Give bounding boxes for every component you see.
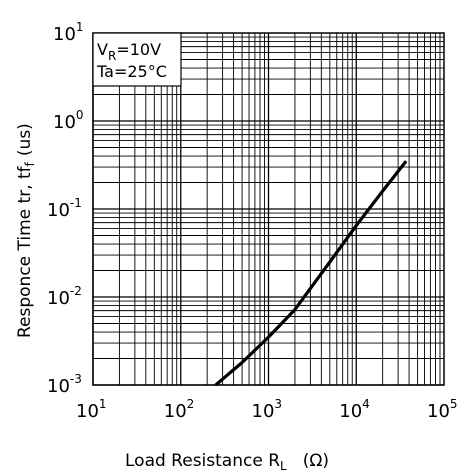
y-tick-label: 10-3	[47, 372, 82, 397]
x-tick-label: 105	[427, 397, 458, 422]
y-axis-label: Responce Time tr, tff(us)	[15, 123, 37, 338]
conditions-box: VR=10V Ta=25°C	[92, 32, 182, 87]
x-tick-labels: 101 102 103 104 105	[76, 397, 458, 422]
plot-frame	[92, 32, 445, 386]
x-tick-label: 104	[339, 397, 370, 422]
y-tick-label: 100	[53, 108, 84, 133]
x-tick-label: 102	[164, 397, 195, 422]
y-tick-label: 101	[53, 20, 84, 45]
y-tick-label: 10-1	[47, 196, 82, 221]
series-layer	[214, 160, 408, 387]
x-axis-label: Load Resistance RL (Ω)	[125, 451, 329, 473]
series-line-0	[214, 160, 408, 387]
x-tick-label: 101	[76, 397, 107, 422]
x-tick-label: 103	[252, 397, 283, 422]
condition-vr: VR=10V	[97, 40, 161, 63]
condition-ta: Ta=25°C	[96, 62, 167, 81]
grid	[92, 33, 444, 386]
y-tick-labels: 10-3 10-2 10-1 100 101	[47, 20, 84, 397]
y-tick-label: 10-2	[47, 284, 82, 309]
